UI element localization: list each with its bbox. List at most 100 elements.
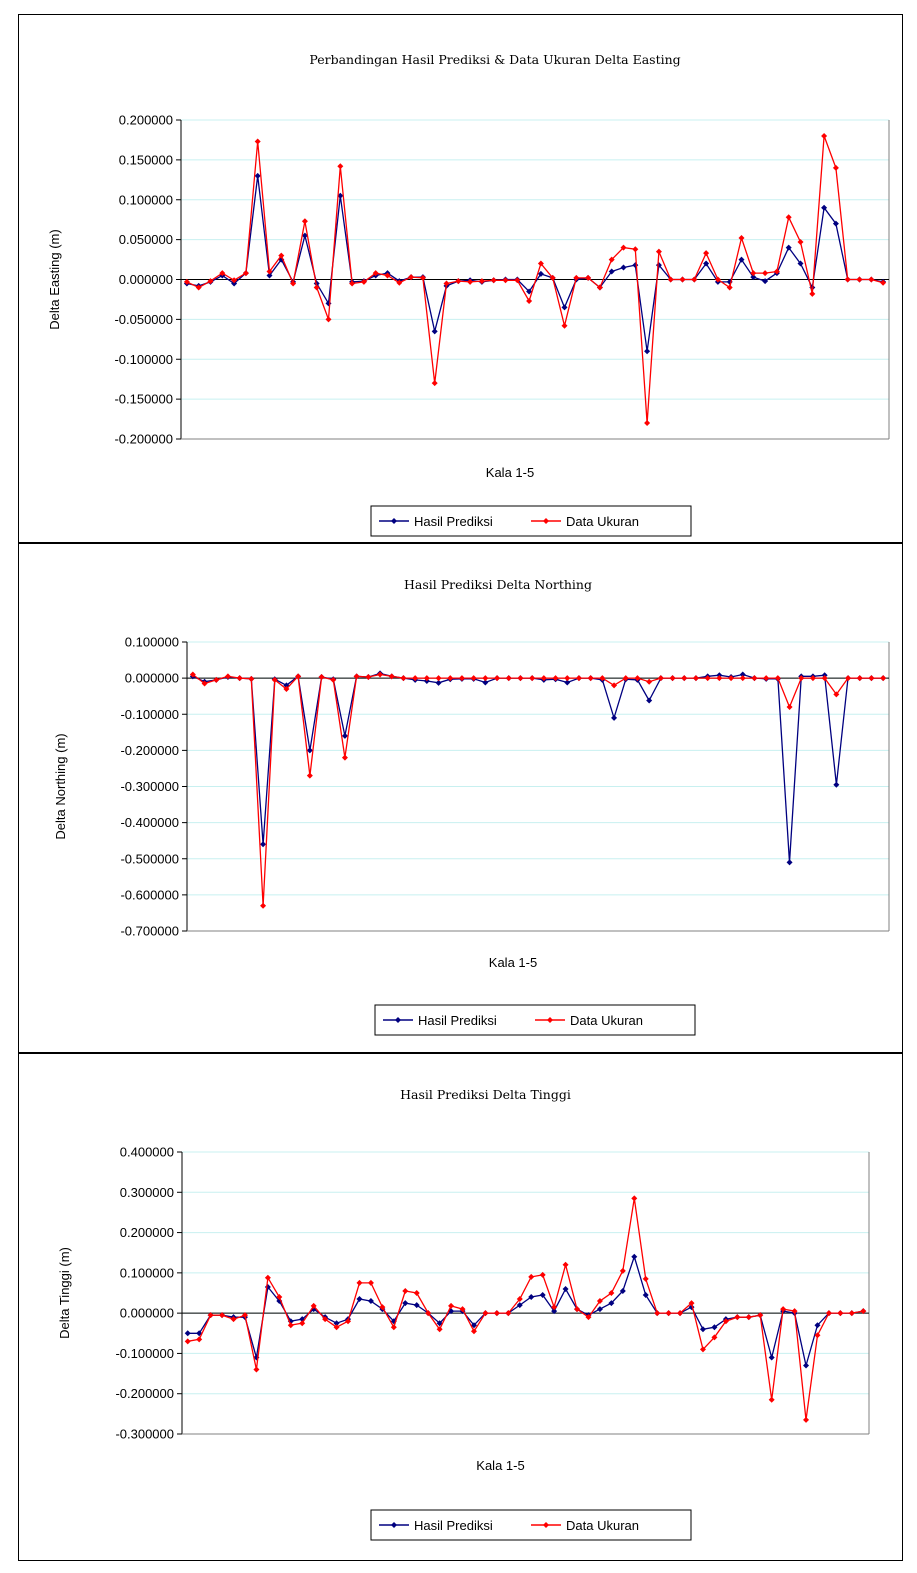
data-point-ukuran: [189, 671, 196, 678]
data-point-prediksi: [254, 172, 261, 179]
data-point-ukuran: [596, 284, 603, 291]
data-point-ukuran: [248, 675, 255, 682]
data-point-ukuran: [780, 1306, 787, 1313]
y-tick-label: 0.150000: [119, 152, 173, 167]
data-point-ukuran: [207, 1312, 214, 1319]
y-tick-label: -0.700000: [120, 924, 179, 939]
data-point-ukuran: [803, 1416, 810, 1423]
data-point-prediksi: [306, 747, 313, 754]
data-point-ukuran: [611, 682, 618, 689]
data-point-ukuran: [184, 1338, 191, 1345]
data-point-ukuran: [549, 274, 556, 281]
data-point-ukuran: [360, 278, 367, 285]
data-point-ukuran: [845, 675, 852, 682]
data-point-ukuran: [219, 1312, 226, 1319]
data-point-ukuran: [412, 675, 419, 682]
data-point-prediksi: [516, 1302, 523, 1309]
data-point-ukuran: [470, 1328, 477, 1335]
data-point-ukuran: [448, 1302, 455, 1309]
data-point-prediksi: [356, 1296, 363, 1303]
data-point-ukuran: [455, 278, 462, 285]
data-point-ukuran: [654, 1310, 661, 1317]
data-point-ukuran: [384, 272, 391, 279]
y-tick-label: -0.100000: [120, 707, 179, 722]
data-point-ukuran: [608, 1290, 615, 1296]
y-tick-label: -0.050000: [114, 312, 173, 327]
data-point-prediksi: [436, 1320, 443, 1327]
data-point-ukuran: [318, 674, 325, 681]
data-point-prediksi: [620, 264, 627, 271]
data-point-ukuran: [502, 277, 509, 284]
data-point-ukuran: [757, 1312, 764, 1319]
data-point-ukuran: [620, 244, 627, 251]
data-point-prediksi: [611, 714, 618, 721]
data-point-ukuran: [333, 1324, 340, 1331]
data-point-ukuran: [390, 1324, 397, 1331]
data-point-ukuran: [716, 675, 723, 682]
data-point-ukuran: [230, 1316, 237, 1323]
data-point-ukuran: [773, 268, 780, 275]
data-point-prediksi: [768, 1354, 775, 1361]
data-point-ukuran: [825, 1310, 832, 1317]
data-point-prediksi: [310, 1306, 317, 1313]
y-tick-label: 0.100000: [125, 635, 179, 650]
chart-easting: Perbandingan Hasil Prediksi & Data Ukura…: [47, 52, 890, 537]
data-point-ukuran: [482, 1310, 489, 1317]
data-point-ukuran: [283, 685, 290, 692]
data-point-prediksi: [821, 204, 828, 211]
data-point-ukuran: [642, 1275, 649, 1282]
y-tick-label: -0.200000: [114, 432, 173, 447]
data-point-ukuran: [631, 1195, 638, 1202]
data-point-prediksi: [646, 697, 653, 704]
data-point-ukuran: [856, 276, 863, 283]
legend-label-prediksi: Hasil Prediksi: [418, 1013, 497, 1028]
data-point-ukuran: [703, 250, 710, 257]
data-point-ukuran: [587, 675, 594, 682]
data-point-ukuran: [832, 164, 839, 171]
data-point-ukuran: [688, 1300, 695, 1307]
data-point-ukuran: [574, 1306, 581, 1313]
y-tick-label: 0.200000: [120, 1225, 174, 1240]
chart-panel-easting: Perbandingan Hasil Prediksi & Data Ukura…: [18, 14, 903, 543]
data-point-ukuran: [798, 675, 805, 682]
data-point-ukuran: [413, 1290, 420, 1296]
data-point-ukuran: [467, 278, 474, 285]
data-point-ukuran: [585, 274, 592, 281]
chart-panel-northing: Hasil Prediksi Delta Northing 0.100000 0.0…: [18, 543, 903, 1053]
data-point-prediksi: [367, 1298, 374, 1305]
data-point-ukuran: [809, 675, 816, 682]
data-point-prediksi: [738, 256, 745, 263]
data-point-ukuran: [435, 675, 442, 682]
data-point-ukuran: [517, 675, 524, 682]
data-point-prediksi: [642, 1292, 649, 1299]
data-point-prediksi: [435, 679, 442, 686]
data-point-ukuran: [372, 270, 379, 277]
chart-northing: Hasil Prediksi Delta Northing 0.100000 0.0…: [53, 577, 890, 1036]
series-line-prediksi: [192, 672, 884, 863]
data-point-prediksi: [750, 274, 757, 281]
data-point-ukuran: [325, 316, 332, 323]
data-point-ukuran: [540, 675, 547, 682]
data-point-ukuran: [745, 1314, 752, 1321]
data-point-ukuran: [310, 1302, 317, 1309]
y-tick-label: 0.400000: [120, 1145, 174, 1160]
data-point-ukuran: [490, 277, 497, 284]
data-point-ukuran: [728, 675, 735, 682]
data-point-ukuran: [195, 284, 202, 291]
data-point-ukuran: [505, 675, 512, 682]
data-point-ukuran: [353, 673, 360, 680]
data-point-ukuran: [271, 676, 278, 683]
data-point-ukuran: [677, 1310, 684, 1317]
data-point-ukuran: [505, 1310, 512, 1317]
data-point-ukuran: [797, 239, 804, 246]
data-point-ukuran: [665, 1310, 672, 1317]
data-point-ukuran: [809, 290, 816, 297]
legend-marker-ukuran: [543, 518, 549, 524]
data-point-ukuran: [459, 1306, 466, 1313]
data-point-prediksi: [333, 1320, 340, 1327]
data-point-prediksi: [561, 304, 568, 311]
data-point-prediksi: [632, 262, 639, 269]
data-point-ukuran: [253, 1366, 260, 1373]
data-point-ukuran: [458, 675, 465, 682]
y-tick-label: 0.100000: [119, 192, 173, 207]
